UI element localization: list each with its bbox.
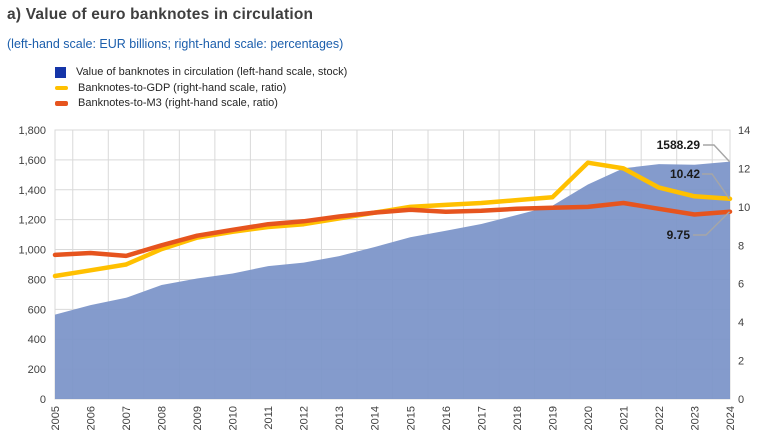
x-axis-year-label: 2018 [512, 406, 524, 430]
annotation-callout-line [703, 144, 731, 163]
left-axis-tick-label: 200 [28, 364, 46, 376]
left-axis-tick-label: 1,000 [18, 245, 46, 257]
chart-title: a) Value of euro banknotes in circulatio… [7, 6, 314, 23]
x-axis-year-label: 2024 [725, 406, 737, 430]
right-axis-tick-label: 10 [738, 202, 750, 214]
legend-item-m3-ratio: Banknotes-to-M3 (right-hand scale, ratio… [55, 97, 347, 110]
m3-ratio-line-series [52, 200, 733, 259]
right-axis-tick-label: 6 [738, 279, 744, 291]
legend-label-m3-ratio: Banknotes-to-M3 (right-hand scale, ratio… [78, 97, 278, 110]
left-axis-tick-label: 1,200 [18, 215, 46, 227]
x-axis-year-label: 2020 [583, 406, 595, 430]
legend-label-gdp-ratio: Banknotes-to-GDP (right-hand scale, rati… [78, 81, 287, 94]
right-axis-tick-label: 8 [738, 240, 744, 252]
annotation-callout-line [702, 173, 731, 200]
x-axis-year-label: 2017 [476, 406, 488, 430]
right-axis-tick-label: 2 [738, 356, 744, 368]
x-axis-year-label: 2007 [121, 406, 133, 430]
x-axis-year-label: 2006 [86, 406, 98, 430]
left-axis-tick-label: 1,800 [18, 125, 46, 137]
x-axis-year-label: 2011 [263, 406, 275, 430]
left-axis-tick-label: 400 [28, 334, 46, 346]
legend-label-banknotes: Value of banknotes in circulation (left-… [76, 66, 348, 79]
m3-ratio-series-marker-icon [55, 101, 68, 106]
x-axis-year-label: 2013 [334, 406, 346, 430]
x-axis-year-label: 2022 [654, 406, 666, 430]
x-axis-year-label: 2019 [547, 406, 559, 430]
right-axis-tick-label: 14 [738, 125, 750, 137]
legend-item-gdp-ratio: Banknotes-to-GDP (right-hand scale, rati… [55, 82, 347, 95]
left-axis-tick-label: 1,600 [18, 155, 46, 167]
x-axis-year-label: 2005 [50, 406, 62, 430]
x-axis-year-label: 2012 [299, 406, 311, 430]
right-axis-tick-label: 0 [738, 394, 744, 406]
left-axis-tick-label: 0 [40, 394, 46, 406]
x-axis-year-label: 2021 [618, 406, 630, 430]
annotation-value-label: 1588.29 [657, 138, 701, 152]
banknotes-series-marker-icon [55, 66, 66, 78]
x-axis-year-label: 2016 [441, 406, 453, 430]
annotation-value-label: 10.42 [670, 167, 700, 181]
annotation-callout-line [693, 211, 730, 236]
legend-item-banknotes: Value of banknotes in circulation (left-… [55, 66, 347, 79]
x-axis-year-label: 2010 [228, 406, 240, 430]
right-axis-tick-label: 4 [738, 317, 744, 329]
gdp-ratio-series-marker-icon [55, 85, 68, 90]
left-axis-tick-label: 600 [28, 304, 46, 316]
banknotes-area-series [55, 161, 730, 399]
annotation-value-label: 9.75 [667, 228, 691, 242]
left-axis-tick-label: 1,400 [18, 185, 46, 197]
x-axis-year-label: 2009 [192, 406, 204, 430]
x-axis-year-label: 2014 [370, 406, 382, 430]
chart-legend: Value of banknotes in circulation (left-… [55, 66, 347, 110]
x-axis-year-label: 2008 [157, 406, 169, 430]
x-axis-year-label: 2023 [689, 406, 701, 430]
left-axis-tick-label: 800 [28, 274, 46, 286]
x-axis-year-label: 2015 [405, 406, 417, 430]
chart-subtitle: (left-hand scale: EUR billions; right-ha… [7, 37, 344, 51]
chart-canvas: 02004006008001,0001,2001,4001,6001,80002… [18, 125, 750, 430]
right-axis-tick-label: 12 [738, 163, 750, 175]
